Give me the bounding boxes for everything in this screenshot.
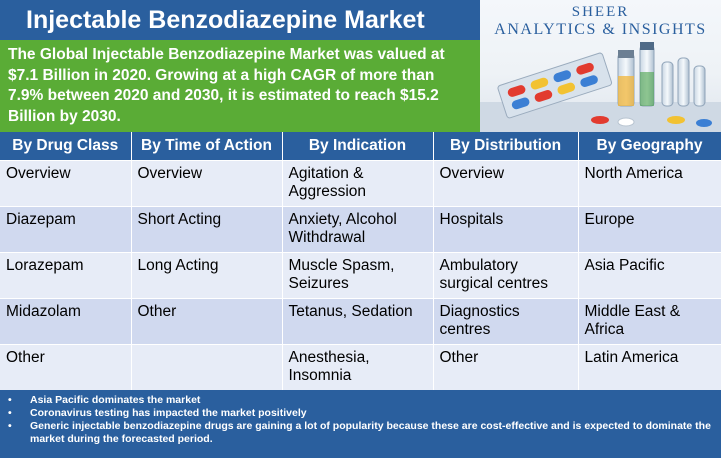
table-row: Diazepam Short Acting Anxiety, Alcohol W… [0,206,721,253]
table-cell: Tetanus, Sedation [282,298,434,345]
list-item: Asia Pacific dominates the market [8,394,713,407]
table-cell: Asia Pacific [578,252,721,299]
segmentation-table: By Drug Class By Time of Action By Indic… [0,132,721,391]
table-cell: Overview [0,160,132,207]
table-cell: Anxiety, Alcohol Withdrawal [282,206,434,253]
table-header-row: By Drug Class By Time of Action By Indic… [0,132,721,161]
table-cell: Overview [131,160,283,207]
list-item: Coronavirus testing has impacted the mar… [8,407,713,420]
summary-prefix: The [8,46,36,63]
table-cell: Latin America [578,344,721,391]
table-cell: Other [433,344,579,391]
summary-text: Global Injectable Benzodiazepine Market … [8,46,445,125]
brand-logo: SHEER ANALYTICS & INSIGHTS [480,4,721,38]
table-cell: Midazolam [0,298,132,345]
header-drug-class: By Drug Class [0,132,132,161]
list-item: Generic injectable benzodiazepine drugs … [8,420,713,446]
table-cell: North America [578,160,721,207]
table-cell: Lorazepam [0,252,132,299]
brand-line-1: SHEER [571,4,630,20]
table-cell: Anesthesia, Insomnia [282,344,434,391]
table-cell: Middle East & Africa [578,298,721,345]
table-row: Other Anesthesia, Insomnia Other Latin A… [0,344,721,391]
table-row: Lorazepam Long Acting Muscle Spasm, Seiz… [0,252,721,299]
page-title-text: Injectable Benzodiazepine Market [26,5,425,34]
header-distribution: By Distribution [433,132,579,161]
table-row: Overview Overview Agitation & Aggression… [0,160,721,207]
table-cell: Ambulatory surgical centres [433,252,579,299]
page-title: Injectable Benzodiazepine Market [0,0,480,40]
table-cell: Overview [433,160,579,207]
table-cell: Europe [578,206,721,253]
table-cell: Muscle Spasm, Seizures [282,252,434,299]
table-cell: Other [0,344,132,391]
table-cell: Hospitals [433,206,579,253]
medicine-photo-illustration [480,42,721,132]
table-cell: Short Acting [131,206,283,253]
table-cell: Diagnostics centres [433,298,579,345]
brand-line-2: ANALYTICS & INSIGHTS [494,21,707,38]
market-summary: The Global Injectable Benzodiazepine Mar… [0,40,480,132]
brand-image-panel: SHEER ANALYTICS & INSIGHTS [480,0,721,132]
key-insights-list: Asia Pacific dominates the market Corona… [0,390,721,458]
table-cell: Diazepam [0,206,132,253]
table-cell: Other [131,298,283,345]
table-cell [131,344,283,391]
table-row: Midazolam Other Tetanus, Sedation Diagno… [0,298,721,345]
header-geography: By Geography [578,132,721,161]
header-time-of-action: By Time of Action [131,132,283,161]
table-cell: Long Acting [131,252,283,299]
table-cell: Agitation & Aggression [282,160,434,207]
header-indication: By Indication [282,132,434,161]
